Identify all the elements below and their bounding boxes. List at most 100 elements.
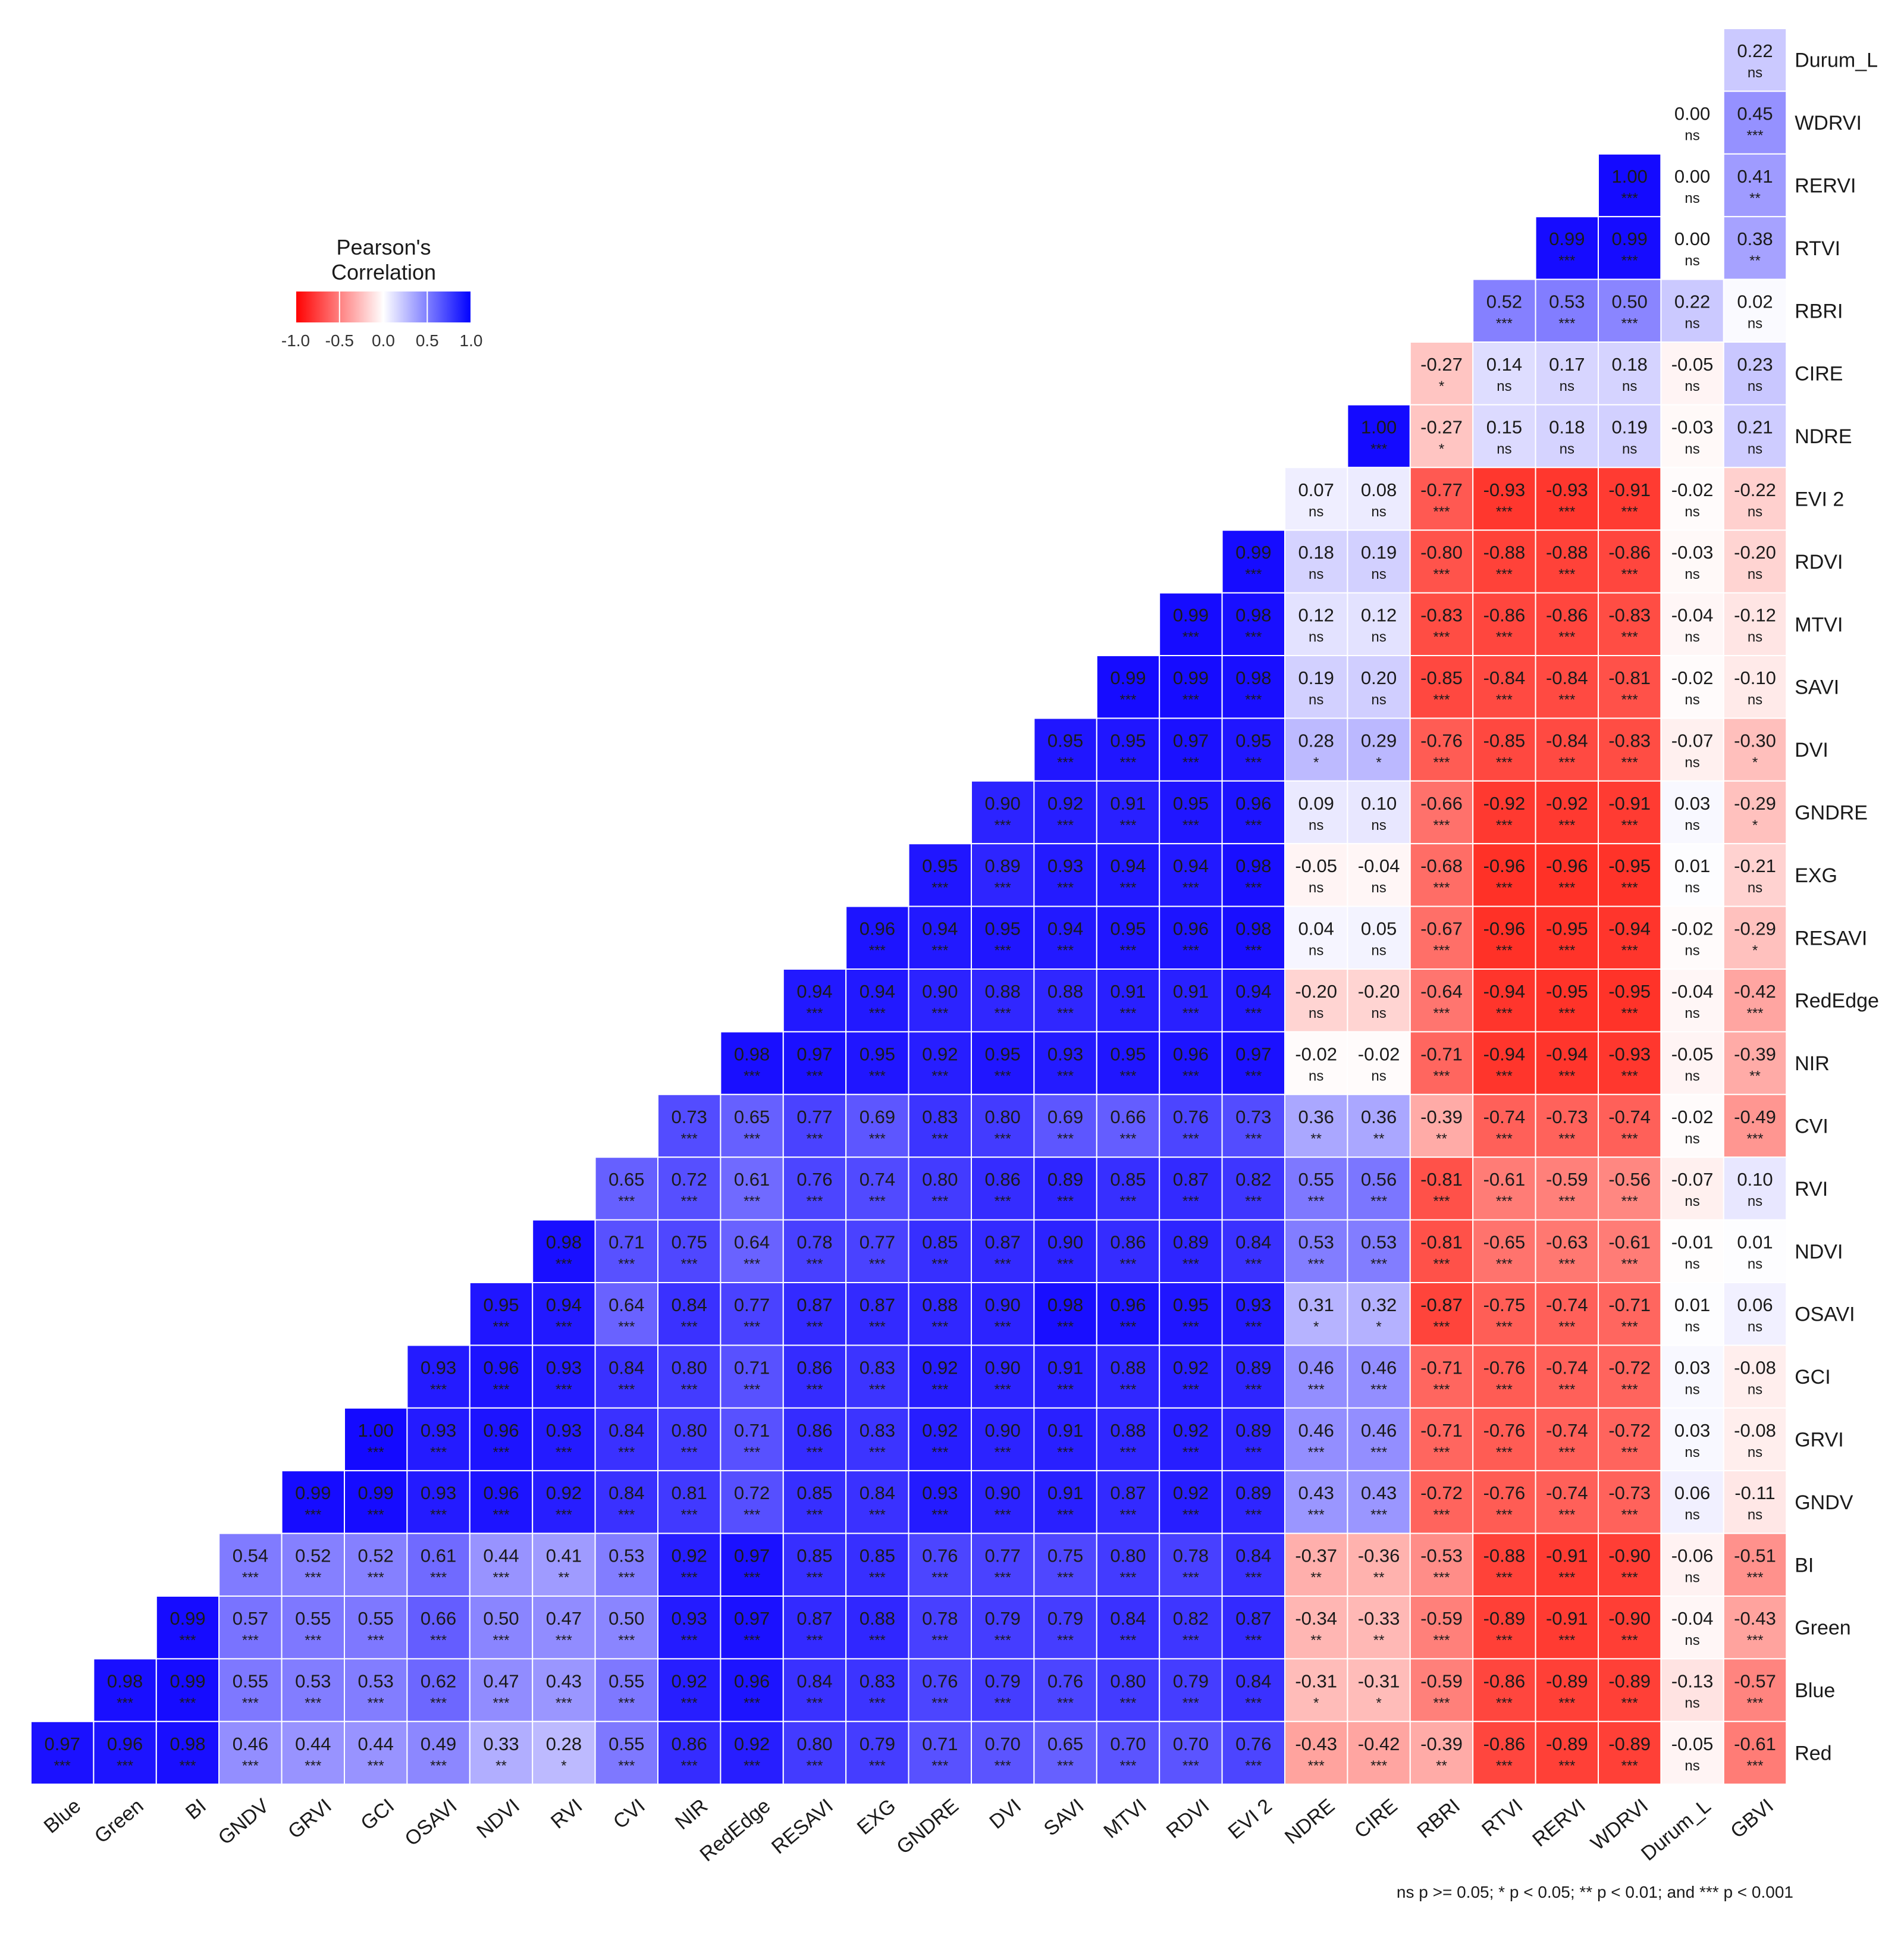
cell-value-label: -0.27 <box>1420 416 1463 437</box>
cell-value-label: -0.91 <box>1546 1546 1588 1566</box>
cell-significance-label: *** <box>493 1381 509 1397</box>
cell-value-label: -0.02 <box>1671 919 1714 939</box>
cell-value-label: 0.84 <box>608 1357 644 1378</box>
cell-significance-label: ns <box>1685 441 1699 457</box>
cell-value-label: 0.78 <box>922 1608 958 1629</box>
cell-value-label: -0.72 <box>1608 1420 1651 1441</box>
heatmap-cell <box>1096 968 1160 1033</box>
cell-significance-label: *** <box>618 1695 635 1711</box>
cell-value-label: 0.89 <box>1173 1232 1209 1253</box>
cell-significance-label: *** <box>1182 754 1199 770</box>
cell-value-label: 0.72 <box>672 1169 707 1190</box>
cell-significance-label: ns <box>1560 441 1574 457</box>
cell-value-label: 0.41 <box>546 1546 582 1566</box>
cell-value-label: 0.88 <box>860 1608 895 1629</box>
cell-value-label: 0.90 <box>985 1420 1021 1441</box>
heatmap-cell <box>1096 1658 1160 1722</box>
cell-significance-label: *** <box>1496 1068 1513 1084</box>
cell-significance-label: *** <box>1496 1632 1513 1648</box>
heatmap-cell <box>1598 529 1662 594</box>
heatmap-cell <box>1535 717 1599 782</box>
heatmap-cell <box>1159 968 1223 1033</box>
cell-significance-label: *** <box>1558 1319 1575 1335</box>
cell-significance-label: ns <box>1685 1381 1699 1397</box>
heatmap-cell <box>782 1720 847 1785</box>
row-label: RTVI <box>1795 237 1840 260</box>
cell-significance-label: *** <box>931 880 948 896</box>
column-label: GCI <box>356 1794 399 1835</box>
cell-significance-label: ns <box>1685 504 1699 520</box>
heatmap-cell <box>1221 1219 1286 1284</box>
heatmap-cell <box>782 968 847 1033</box>
heatmap-cell <box>971 1156 1035 1221</box>
heatmap-cell <box>1723 529 1787 594</box>
heatmap-cell <box>1723 1344 1787 1409</box>
heatmap-cell <box>1723 1596 1787 1660</box>
cell-significance-label: ns <box>1309 629 1323 645</box>
cell-significance-label: ns <box>1371 1068 1386 1084</box>
cell-value-label: 0.55 <box>233 1670 268 1691</box>
cell-significance-label: *** <box>618 1507 635 1523</box>
heatmap-cell <box>657 1093 722 1158</box>
heatmap-cell <box>1723 1720 1787 1785</box>
cell-value-label: -0.85 <box>1483 730 1526 751</box>
row-label: CIRE <box>1795 363 1843 385</box>
cell-value-label: 0.99 <box>170 1608 205 1629</box>
heatmap-cell <box>720 1219 784 1284</box>
cell-significance-label: *** <box>1621 1319 1638 1335</box>
column-label: GNDV <box>214 1794 274 1849</box>
cell-significance-label: *** <box>931 1632 948 1648</box>
cell-value-label: 0.76 <box>1173 1107 1209 1127</box>
cell-significance-label: ns <box>1685 1005 1699 1021</box>
cell-value-label: 0.41 <box>1737 166 1773 187</box>
cell-significance-label: *** <box>1621 190 1638 206</box>
cell-significance-label: *** <box>1746 127 1763 143</box>
cell-significance-label: ns <box>1748 1507 1762 1523</box>
cell-significance-label: *** <box>681 1131 698 1147</box>
cell-value-label: -0.93 <box>1608 1043 1651 1064</box>
cell-value-label: 0.94 <box>1110 855 1146 876</box>
cell-significance-label: ** <box>495 1758 507 1774</box>
heatmap-cell <box>469 1596 534 1660</box>
cell-value-label: -0.91 <box>1608 479 1651 500</box>
heatmap-cell <box>1159 1658 1223 1722</box>
heatmap-cell <box>1660 1156 1724 1221</box>
row-label: GNDV <box>1795 1491 1853 1514</box>
cell-value-label: 0.53 <box>608 1546 644 1566</box>
cell-value-label: -0.12 <box>1734 605 1776 626</box>
cell-significance-label: ns <box>1748 1256 1762 1272</box>
heatmap-cell <box>1598 1596 1662 1660</box>
heatmap-cell <box>1723 592 1787 656</box>
cell-value-label: 0.80 <box>922 1169 958 1190</box>
cell-value-label: 0.46 <box>1298 1420 1334 1441</box>
heatmap-cell <box>1660 1407 1724 1472</box>
cell-value-label: 0.86 <box>1110 1232 1146 1253</box>
row-label: RVI <box>1795 1178 1828 1200</box>
cell-value-label: -0.84 <box>1546 730 1588 751</box>
heatmap-cells: 0.22ns0.00ns0.45***1.00***0.00ns0.41**0.… <box>30 28 1787 1785</box>
cell-significance-label: *** <box>1621 880 1638 896</box>
cell-value-label: 0.06 <box>1674 1482 1710 1503</box>
cell-significance-label: ** <box>1373 1570 1385 1586</box>
heatmap-cell <box>1409 1031 1474 1095</box>
heatmap-cell <box>30 1720 95 1785</box>
heatmap-cell <box>532 1219 596 1284</box>
cell-value-label: 0.94 <box>1173 855 1209 876</box>
cell-significance-label: *** <box>806 1256 823 1272</box>
cell-value-label: 0.20 <box>1361 667 1397 688</box>
cell-significance-label: *** <box>995 1131 1011 1147</box>
cell-value-label: 0.98 <box>107 1670 143 1691</box>
heatmap-cell <box>1409 843 1474 907</box>
cell-value-label: 0.43 <box>546 1670 582 1691</box>
cell-significance-label: *** <box>1621 817 1638 833</box>
cell-significance-label: *** <box>556 1319 572 1335</box>
cell-significance-label: *** <box>556 1695 572 1711</box>
cell-value-label: -0.02 <box>1671 479 1714 500</box>
cell-value-label: -0.39 <box>1420 1734 1463 1754</box>
cell-value-label: 0.76 <box>922 1670 958 1691</box>
cell-significance-label: *** <box>1245 1256 1262 1272</box>
cell-value-label: 0.36 <box>1361 1107 1397 1127</box>
row-label: DVI <box>1795 739 1828 761</box>
cell-significance-label: *** <box>1245 943 1262 959</box>
cell-significance-label: *** <box>1496 754 1513 770</box>
